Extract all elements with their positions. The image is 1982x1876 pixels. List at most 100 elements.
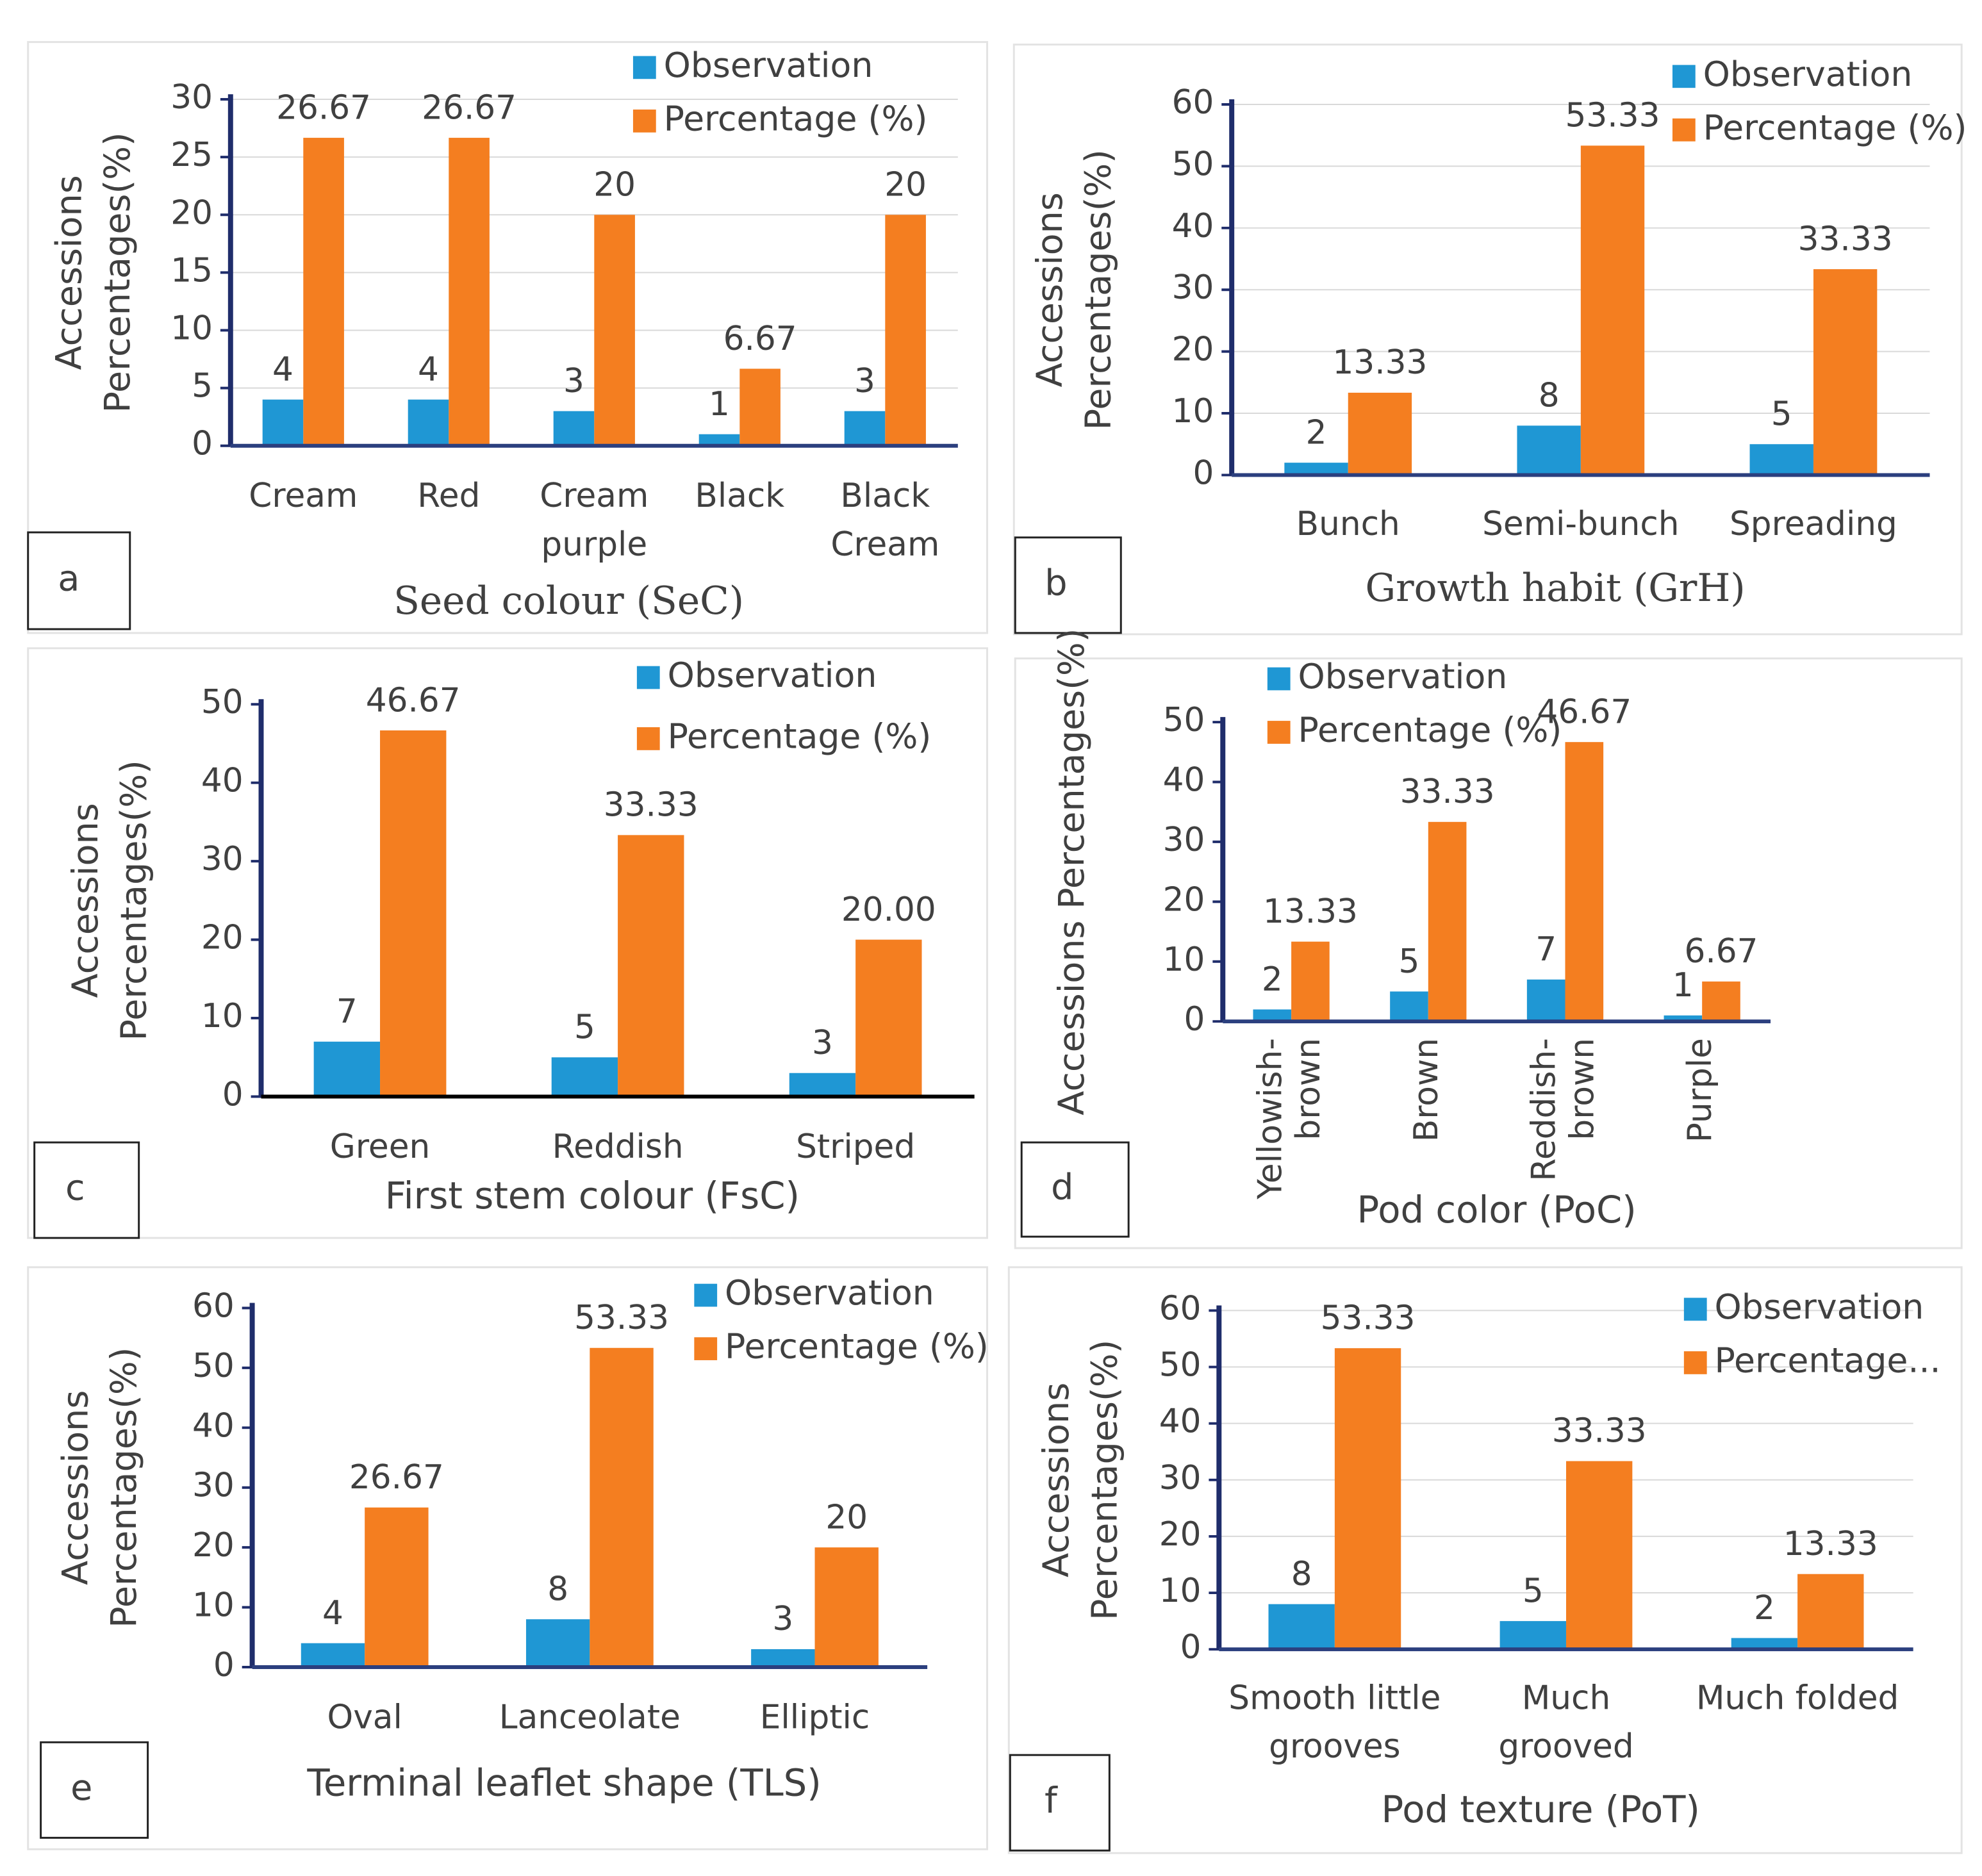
y-tick-label: 30 — [201, 840, 244, 878]
legend-swatch — [1672, 65, 1696, 88]
data-label: 5 — [574, 1008, 595, 1047]
data-label: 26.67 — [422, 88, 516, 127]
y-tick-label: 50 — [201, 683, 244, 721]
bar — [303, 138, 344, 446]
x-tick-label: Spreading — [1730, 505, 1897, 543]
data-label: 7 — [336, 992, 358, 1031]
panel-label: b — [1045, 563, 1067, 604]
data-label: 7 — [1535, 930, 1557, 969]
data-label: 5 — [1399, 942, 1420, 981]
bar — [844, 411, 886, 446]
y-tick-label: 5 — [192, 367, 213, 406]
x-axis-title: Terminal leaflet shape (TLS) — [306, 1761, 821, 1804]
data-label: 5 — [1523, 1572, 1544, 1610]
y-tick-label: 0 — [213, 1646, 235, 1684]
bar — [301, 1643, 365, 1668]
x-tick-label: Brown — [1407, 1038, 1446, 1142]
data-label: 20.00 — [841, 891, 936, 929]
x-axis-title: Pod color (PoC) — [1357, 1188, 1637, 1231]
data-label: 20 — [884, 166, 927, 204]
bar — [1526, 979, 1565, 1022]
data-label: 3 — [772, 1600, 793, 1638]
data-label: 4 — [418, 350, 439, 389]
panel-label-box — [1009, 1754, 1111, 1852]
legend-label: Observation — [1715, 1287, 1924, 1327]
bar — [313, 1041, 381, 1097]
bar — [1390, 991, 1428, 1022]
data-label: 33.33 — [1552, 1412, 1647, 1451]
bar — [1664, 1015, 1703, 1022]
legend-label: Observation — [725, 1272, 934, 1313]
y-tick-label: 40 — [201, 762, 244, 800]
data-label: 46.67 — [366, 681, 461, 720]
bar — [408, 399, 449, 446]
legend-label: Percentage (%) — [725, 1326, 989, 1367]
y-axis-title: Accessions Percentages(%) — [65, 760, 155, 1041]
y-tick-label: 0 — [1184, 1000, 1205, 1039]
y-tick-label: 30 — [1163, 821, 1205, 859]
legend-swatch — [1672, 118, 1696, 142]
x-tick-label: Green — [330, 1128, 430, 1166]
bar — [380, 730, 447, 1097]
x-tick-label: Reddish — [552, 1128, 684, 1166]
data-label: 2 — [1754, 1589, 1775, 1627]
panel-frame — [1007, 1266, 1963, 1854]
x-axis-title: Pod texture (PoT) — [1382, 1788, 1700, 1831]
data-label: 46.67 — [1537, 693, 1631, 731]
y-tick-label: 0 — [222, 1075, 244, 1114]
bar — [1253, 1009, 1292, 1022]
data-label: 2 — [1306, 413, 1327, 452]
legend-swatch — [636, 666, 660, 689]
y-tick-label: 50 — [192, 1347, 235, 1385]
x-tick-label: Reddish-brown — [1525, 1038, 1602, 1181]
bar — [1565, 1461, 1633, 1650]
panel-label: a — [58, 558, 79, 600]
data-label: 4 — [322, 1594, 343, 1633]
x-tick-label: Yellowish-brown — [1251, 1038, 1328, 1200]
x-tick-label: Much folded — [1696, 1679, 1899, 1718]
legend-label: Percentage (%) — [668, 716, 932, 757]
y-tick-label: 0 — [1193, 454, 1214, 492]
bar — [789, 1073, 856, 1097]
panel-label-box — [1014, 536, 1122, 634]
panel-label-box — [27, 531, 131, 630]
bar — [814, 1547, 879, 1668]
legend-label: Observation — [1703, 54, 1913, 94]
y-tick-label: 10 — [192, 1586, 235, 1625]
data-label: 33.33 — [604, 786, 698, 825]
y-tick-label: 40 — [1172, 207, 1214, 245]
bar — [553, 411, 595, 446]
y-tick-label: 10 — [170, 309, 213, 347]
x-axis-title: Seed colour (SeC) — [393, 579, 744, 623]
bar — [1797, 1574, 1864, 1650]
x-tick-label: Black — [695, 477, 784, 515]
x-tick-label: Purple — [1681, 1038, 1719, 1142]
panel-label-box — [33, 1141, 140, 1239]
y-tick-label: 30 — [1172, 268, 1214, 307]
data-label: 1 — [709, 385, 730, 424]
bar — [618, 835, 684, 1097]
x-tick-label: Black Cream — [830, 477, 939, 564]
y-tick-label: 30 — [192, 1467, 235, 1505]
data-label: 6.67 — [1684, 932, 1758, 971]
data-label: 13.33 — [1332, 343, 1427, 382]
y-axis-title: Accessions Percentages(%) — [54, 1347, 145, 1628]
legend-swatch — [1267, 721, 1291, 744]
data-label: 13.33 — [1263, 893, 1358, 931]
data-label: 20 — [825, 1498, 868, 1536]
data-label: 3 — [854, 362, 875, 400]
y-tick-label: 25 — [170, 136, 213, 174]
bar — [855, 939, 922, 1097]
y-tick-label: 20 — [1172, 331, 1214, 369]
bar — [885, 215, 926, 446]
y-tick-label: 60 — [1172, 83, 1214, 122]
data-label: 8 — [547, 1570, 568, 1609]
bar — [1731, 1638, 1798, 1650]
data-label: 53.33 — [1321, 1299, 1416, 1337]
data-label: 4 — [272, 350, 293, 389]
legend-swatch — [632, 56, 656, 79]
y-tick-label: 10 — [1163, 941, 1205, 979]
bar — [1565, 742, 1604, 1022]
legend-label: Percentage (%) — [1298, 710, 1562, 750]
